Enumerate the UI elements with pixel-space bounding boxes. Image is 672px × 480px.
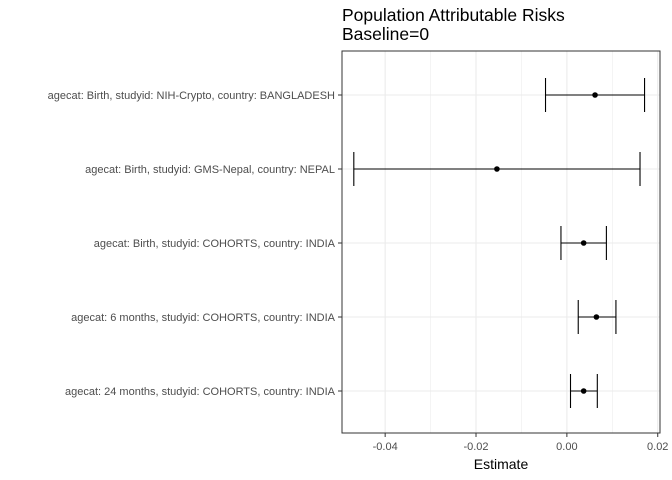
y-tick-label: agecat: 24 months, studyid: COHORTS, cou… — [65, 386, 336, 398]
chart-subtitle: Baseline=0 — [342, 24, 430, 44]
chart-title: Population Attributable Risks — [342, 5, 565, 25]
x-tick-label: 0.00 — [556, 441, 577, 453]
x-tick-label: -0.02 — [463, 441, 488, 453]
plot-panel — [342, 51, 660, 433]
estimate-point — [494, 166, 500, 172]
x-axis-label: Estimate — [474, 456, 529, 472]
y-tick-label: agecat: Birth, studyid: NIH-Crypto, coun… — [48, 90, 335, 102]
estimate-point — [592, 92, 598, 98]
y-tick-label: agecat: Birth, studyid: COHORTS, country… — [94, 238, 336, 250]
y-tick-label: agecat: 6 months, studyid: COHORTS, coun… — [71, 312, 336, 324]
y-tick-label: agecat: Birth, studyid: GMS-Nepal, count… — [85, 164, 335, 176]
estimate-point — [580, 388, 587, 394]
estimate-point — [580, 240, 587, 246]
chart-marks — [353, 78, 646, 408]
x-tick-label: 0.02 — [647, 441, 668, 453]
grid-lines — [342, 51, 660, 433]
estimate-point — [593, 314, 600, 320]
x-tick-label: -0.04 — [373, 441, 398, 453]
panel-border — [341, 50, 661, 434]
x-axis: -0.04 -0.02 0.00 0.02 — [373, 433, 668, 453]
y-axis: agecat: Birth, studyid: NIH-Crypto, coun… — [48, 90, 342, 398]
